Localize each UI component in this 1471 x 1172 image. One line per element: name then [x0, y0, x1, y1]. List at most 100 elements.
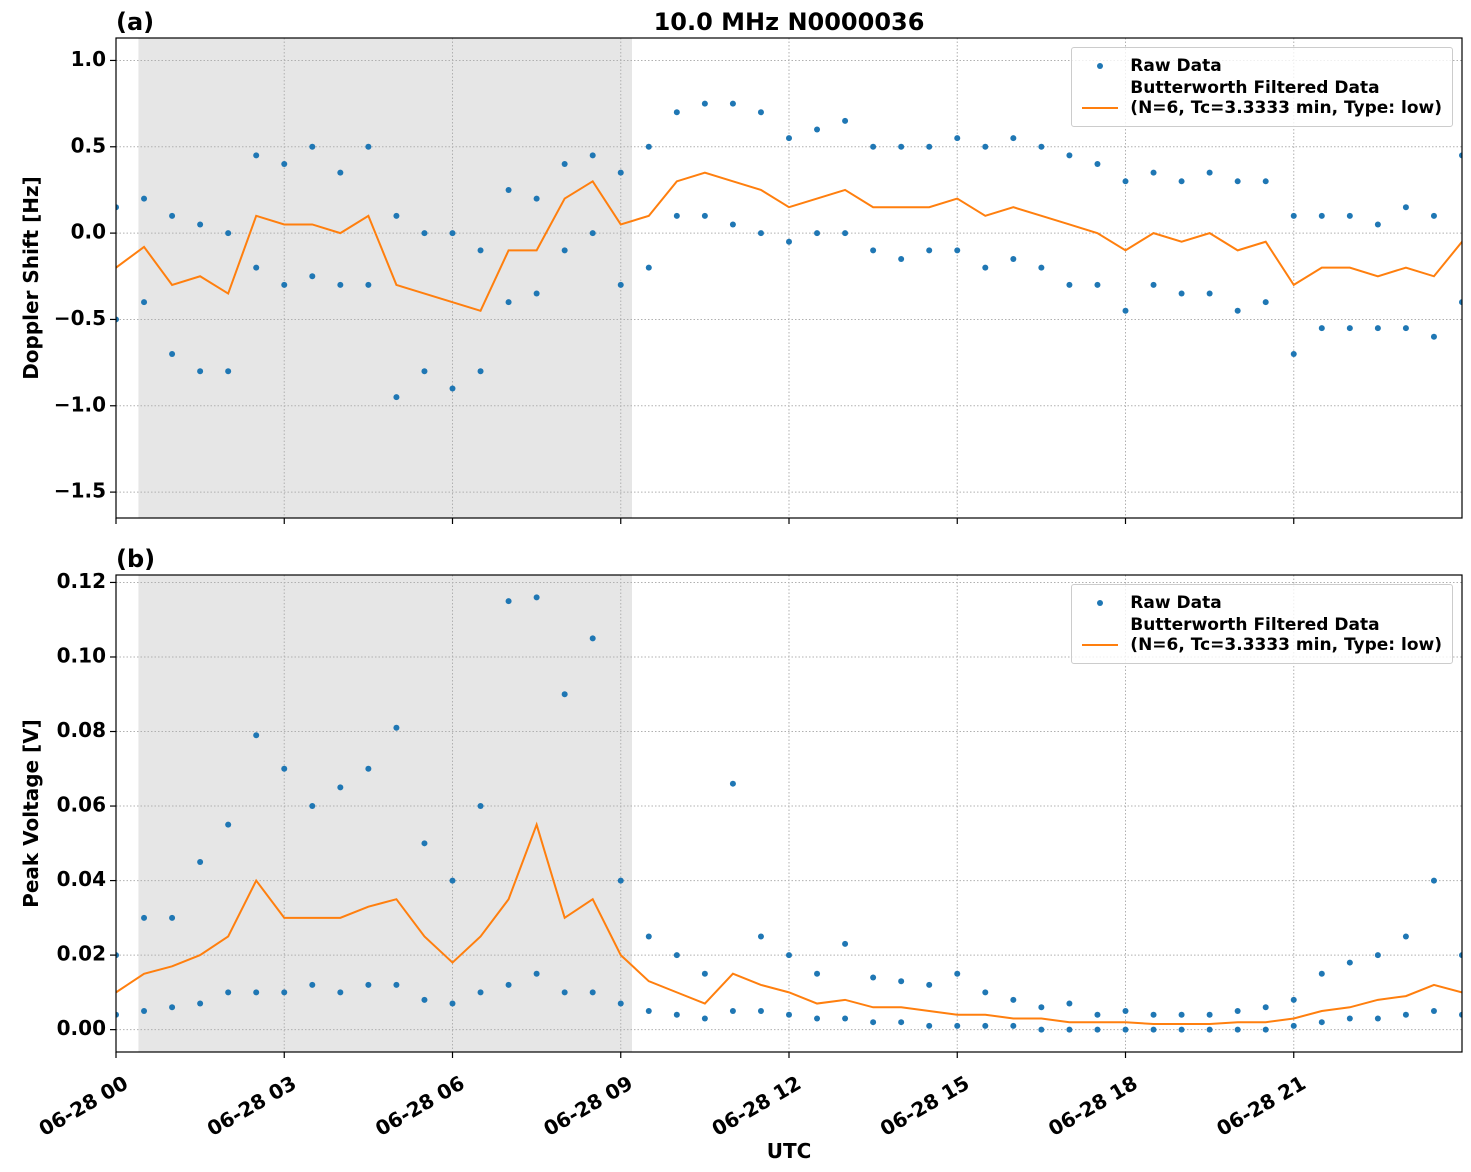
raw-point — [421, 840, 428, 847]
x-tick-label: 06-28 12 — [708, 1071, 806, 1141]
raw-point — [1290, 350, 1297, 357]
raw-point — [645, 933, 652, 940]
raw-point — [729, 221, 736, 228]
raw-point — [1038, 264, 1045, 271]
raw-point — [1402, 933, 1409, 940]
raw-point — [673, 1011, 680, 1018]
panel-label: (b) — [116, 545, 155, 573]
raw-point — [1346, 959, 1353, 966]
raw-point — [1178, 178, 1185, 185]
x-axis-label: UTC — [767, 1139, 812, 1163]
raw-point — [169, 914, 176, 921]
raw-point — [141, 1008, 148, 1015]
raw-point — [1459, 1011, 1462, 1018]
raw-point — [309, 981, 316, 988]
raw-point — [1066, 1000, 1073, 1007]
raw-point — [954, 135, 961, 142]
raw-point — [982, 989, 989, 996]
raw-point — [393, 724, 400, 731]
raw-point — [393, 394, 400, 401]
raw-point — [449, 385, 456, 392]
raw-point — [1150, 1026, 1157, 1033]
raw-point — [1459, 299, 1462, 306]
raw-point — [253, 152, 260, 159]
raw-point — [116, 204, 119, 211]
legend-entry: Raw Data — [1080, 593, 1442, 613]
raw-point — [1178, 290, 1185, 297]
raw-point — [533, 594, 540, 601]
raw-point — [673, 212, 680, 219]
raw-point — [1402, 325, 1409, 332]
raw-point — [589, 635, 596, 642]
y-tick-label: −1.5 — [54, 479, 106, 503]
raw-point — [1374, 221, 1381, 228]
raw-point — [898, 256, 905, 263]
raw-point — [1374, 1015, 1381, 1022]
raw-point — [1010, 135, 1017, 142]
filtered-line — [116, 821, 1462, 1026]
legend-key — [1080, 98, 1120, 118]
legend-label: Butterworth Filtered Data (N=6, Tc=3.333… — [1130, 78, 1442, 118]
raw-point — [309, 143, 316, 150]
raw-point — [309, 273, 316, 280]
raw-point — [870, 1019, 877, 1026]
axes-frame — [115, 37, 1463, 519]
raw-point — [786, 1011, 792, 1018]
raw-point — [898, 143, 905, 150]
raw-point — [954, 970, 961, 977]
raw-point — [141, 299, 148, 306]
raw-point — [1206, 290, 1213, 297]
raw-point — [589, 152, 596, 159]
x-tick-label: 06-28 18 — [1044, 1071, 1142, 1141]
raw-point — [870, 974, 877, 981]
raw-point — [729, 780, 736, 787]
raw-point — [477, 247, 484, 254]
raw-point — [842, 117, 849, 124]
raw-point — [701, 100, 708, 107]
raw-point — [225, 989, 232, 996]
raw-point — [421, 996, 428, 1003]
raw-point — [1094, 1011, 1101, 1018]
raw-point — [1038, 143, 1045, 150]
shaded-span — [138, 575, 632, 1052]
raw-point — [561, 691, 568, 698]
raw-point — [1234, 1008, 1241, 1015]
raw-point — [337, 281, 344, 288]
raw-point — [1346, 1015, 1353, 1022]
x-tick-label: 06-28 06 — [371, 1071, 469, 1141]
plot-area — [116, 100, 1462, 401]
raw-point — [505, 598, 512, 605]
raw-point — [225, 230, 232, 237]
y-tick-label: 0.06 — [57, 793, 106, 817]
raw-point — [926, 247, 933, 254]
raw-point — [1346, 212, 1353, 219]
raw-point — [169, 212, 176, 219]
raw-point — [1206, 1026, 1213, 1033]
plot-area — [116, 594, 1462, 1033]
raw-point — [449, 877, 456, 884]
raw-point — [1402, 204, 1409, 211]
y-tick-label: 0.02 — [57, 942, 106, 966]
raw-point — [1010, 996, 1017, 1003]
raw-point — [757, 230, 764, 237]
raw-point — [141, 195, 148, 202]
y-tick-label: −1.0 — [54, 392, 106, 416]
raw-point — [169, 350, 176, 357]
raw-point — [309, 803, 316, 810]
legend-entry: Butterworth Filtered Data (N=6, Tc=3.333… — [1080, 78, 1442, 118]
x-tick-label: 06-28 15 — [876, 1071, 974, 1141]
raw-point — [926, 981, 933, 988]
raw-point — [1178, 1026, 1185, 1033]
raw-point — [1010, 256, 1017, 263]
raw-point — [197, 858, 204, 865]
raw-point — [757, 933, 764, 940]
raw-point — [1374, 952, 1381, 959]
raw-point — [645, 1008, 652, 1015]
raw-point — [645, 143, 652, 150]
raw-point — [589, 989, 596, 996]
raw-point — [1094, 1026, 1101, 1033]
raw-point — [617, 169, 624, 176]
raw-point — [1374, 325, 1381, 332]
